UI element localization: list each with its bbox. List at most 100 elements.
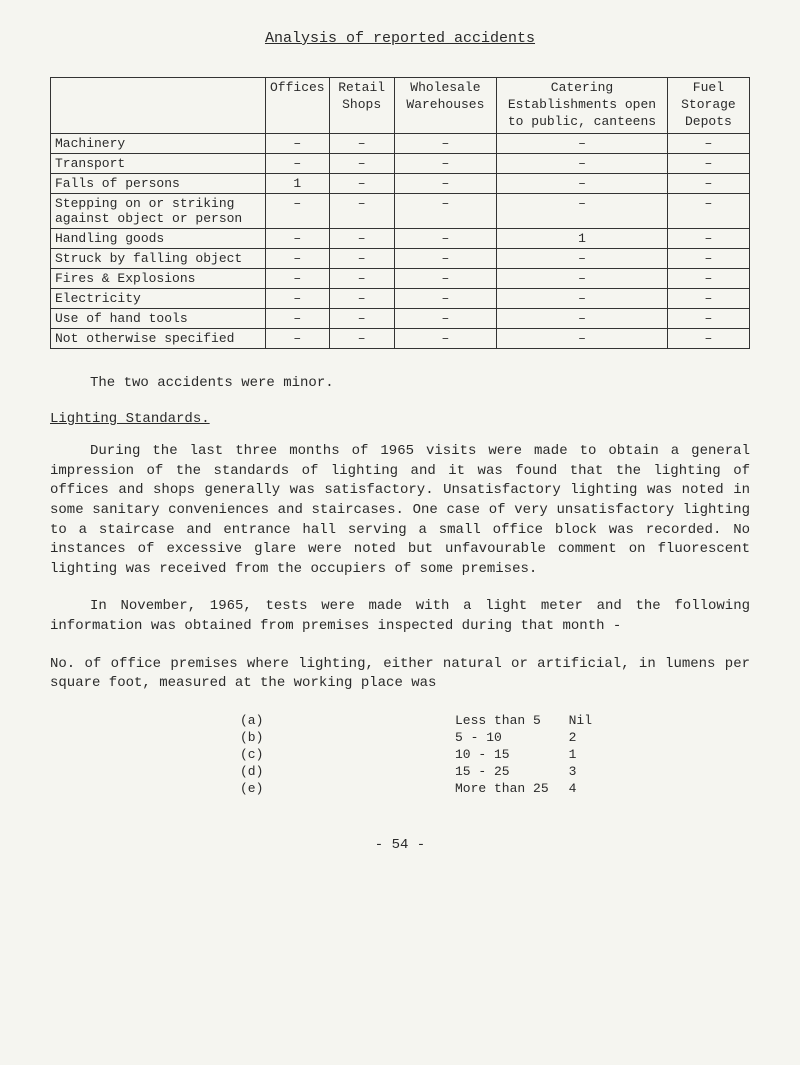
row-label: Fires & Explosions xyxy=(51,268,266,288)
cell: – xyxy=(394,153,496,173)
cell: – xyxy=(497,193,668,228)
paragraph-lighting-2: In November, 1965, tests were made with … xyxy=(50,597,750,636)
cell: – xyxy=(667,153,749,173)
cell: – xyxy=(394,248,496,268)
cell: – xyxy=(667,248,749,268)
cell: – xyxy=(667,308,749,328)
cell: – xyxy=(497,328,668,348)
header-wholesale: Wholesale Warehouses xyxy=(394,78,496,134)
table-row: Use of hand tools––––– xyxy=(51,308,750,328)
table-row: Stepping on or striking against object o… xyxy=(51,193,750,228)
cell: – xyxy=(497,173,668,193)
cell: – xyxy=(667,268,749,288)
cell: – xyxy=(329,193,394,228)
cell: – xyxy=(394,193,496,228)
table-row: Handling goods–––1– xyxy=(51,228,750,248)
row-label: Electricity xyxy=(51,288,266,308)
list-row: (a)Less than 5Nil xyxy=(230,712,602,729)
paragraph-lighting-3: No. of office premises where lighting, e… xyxy=(50,655,750,694)
list-range: 15 - 25 xyxy=(445,763,559,780)
cell: – xyxy=(497,153,668,173)
table-row: Not otherwise specified––––– xyxy=(51,328,750,348)
cell: – xyxy=(497,308,668,328)
list-range: 5 - 10 xyxy=(445,729,559,746)
cell: 1 xyxy=(266,173,330,193)
row-label: Machinery xyxy=(51,133,266,153)
cell: – xyxy=(394,288,496,308)
header-catering: Catering Establishments open to public, … xyxy=(497,78,668,134)
row-label: Handling goods xyxy=(51,228,266,248)
row-label: Transport xyxy=(51,153,266,173)
row-label: Struck by falling object xyxy=(51,248,266,268)
list-range: 10 - 15 xyxy=(445,746,559,763)
cell: – xyxy=(329,153,394,173)
list-key: (b) xyxy=(230,729,445,746)
list-row: (d)15 - 253 xyxy=(230,763,602,780)
cell: – xyxy=(394,228,496,248)
list-key: (c) xyxy=(230,746,445,763)
list-key: (a) xyxy=(230,712,445,729)
row-label: Falls of persons xyxy=(51,173,266,193)
cell: – xyxy=(394,173,496,193)
cell: – xyxy=(329,308,394,328)
cell: – xyxy=(394,328,496,348)
paragraph-lighting-1: During the last three months of 1965 vis… xyxy=(50,442,750,579)
row-label: Stepping on or striking against object o… xyxy=(51,193,266,228)
list-row: (e)More than 254 xyxy=(230,780,602,797)
cell: – xyxy=(266,248,330,268)
cell: – xyxy=(266,133,330,153)
cell: 1 xyxy=(497,228,668,248)
document-title: Analysis of reported accidents xyxy=(50,30,750,47)
table-row: Fires & Explosions––––– xyxy=(51,268,750,288)
table-row: Machinery––––– xyxy=(51,133,750,153)
header-offices: Offices xyxy=(266,78,330,134)
cell: – xyxy=(394,133,496,153)
cell: – xyxy=(497,248,668,268)
header-fuel: Fuel Storage Depots xyxy=(667,78,749,134)
table-row: Falls of persons1–––– xyxy=(51,173,750,193)
table-row: Transport––––– xyxy=(51,153,750,173)
accidents-table: Offices Retail Shops Wholesale Warehouse… xyxy=(50,77,750,349)
cell: – xyxy=(667,288,749,308)
cell: – xyxy=(329,268,394,288)
cell: – xyxy=(497,133,668,153)
list-value: Nil xyxy=(559,712,602,729)
list-value: 2 xyxy=(559,729,602,746)
cell: – xyxy=(329,173,394,193)
cell: – xyxy=(329,248,394,268)
paragraph-minor: The two accidents were minor. xyxy=(50,374,750,394)
row-label: Use of hand tools xyxy=(51,308,266,328)
cell: – xyxy=(329,133,394,153)
list-value: 3 xyxy=(559,763,602,780)
lighting-heading: Lighting Standards. xyxy=(50,411,750,427)
list-value: 4 xyxy=(559,780,602,797)
lumens-list: (a)Less than 5Nil(b)5 - 102(c)10 - 151(d… xyxy=(230,712,602,797)
list-key: (e) xyxy=(230,780,445,797)
cell: – xyxy=(266,328,330,348)
cell: – xyxy=(667,228,749,248)
table-row: Electricity––––– xyxy=(51,288,750,308)
list-row: (c)10 - 151 xyxy=(230,746,602,763)
cell: – xyxy=(266,268,330,288)
header-blank xyxy=(51,78,266,134)
list-row: (b)5 - 102 xyxy=(230,729,602,746)
cell: – xyxy=(667,133,749,153)
cell: – xyxy=(329,328,394,348)
list-range: Less than 5 xyxy=(445,712,559,729)
table-header-row: Offices Retail Shops Wholesale Warehouse… xyxy=(51,78,750,134)
cell: – xyxy=(667,193,749,228)
cell: – xyxy=(266,228,330,248)
row-label: Not otherwise specified xyxy=(51,328,266,348)
cell: – xyxy=(266,153,330,173)
cell: – xyxy=(497,288,668,308)
list-value: 1 xyxy=(559,746,602,763)
cell: – xyxy=(329,228,394,248)
list-key: (d) xyxy=(230,763,445,780)
list-range: More than 25 xyxy=(445,780,559,797)
header-retail: Retail Shops xyxy=(329,78,394,134)
cell: – xyxy=(497,268,668,288)
cell: – xyxy=(667,328,749,348)
cell: – xyxy=(266,288,330,308)
table-row: Struck by falling object––––– xyxy=(51,248,750,268)
cell: – xyxy=(266,193,330,228)
